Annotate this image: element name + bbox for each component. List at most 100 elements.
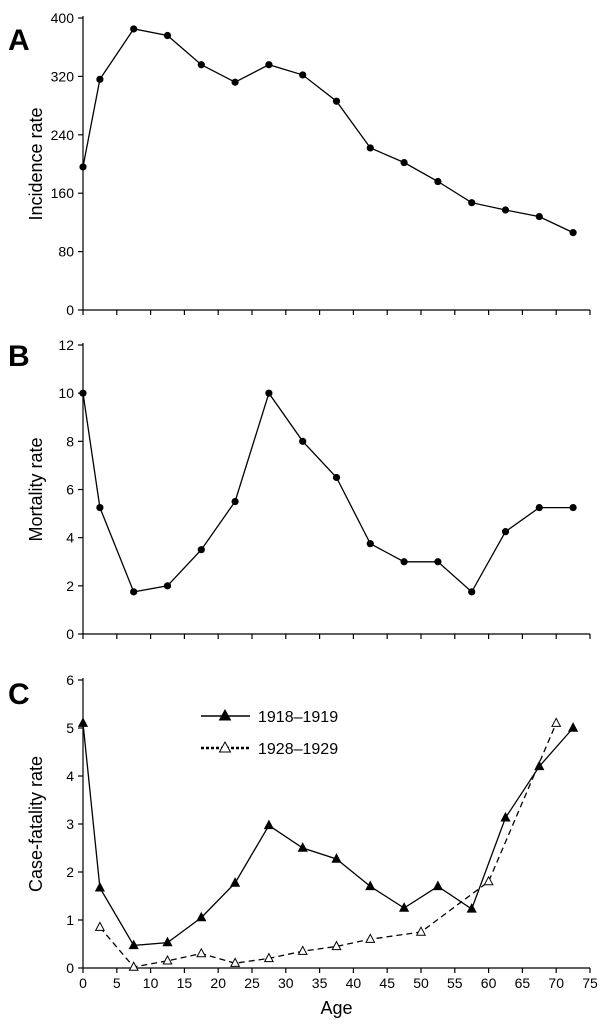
data-point <box>162 954 173 965</box>
data-point <box>332 473 341 482</box>
data-point <box>501 528 510 536</box>
data-point <box>366 144 374 152</box>
panel-b: B 0 2 4 6 8 10 12 Mortality rate <box>8 337 591 642</box>
y-axis-title: Case-fatality rate <box>26 756 46 892</box>
y-tick-label: 0 <box>66 626 74 642</box>
y-tick-label: 0 <box>66 960 74 976</box>
y-tick-label: 4 <box>66 768 74 784</box>
data-point <box>96 75 104 83</box>
data-point <box>331 853 342 863</box>
data-point <box>466 903 477 913</box>
data-point <box>331 940 342 951</box>
x-tick-label: 5 <box>113 975 121 991</box>
data-point <box>299 437 307 445</box>
legend-marker <box>218 708 232 721</box>
data-point <box>265 61 273 69</box>
panel-letter-c: C <box>8 678 30 711</box>
data-point <box>128 961 139 971</box>
data-point <box>468 199 476 207</box>
series-line-1 <box>82 28 574 234</box>
data-point <box>500 811 511 822</box>
y-tick-label: 12 <box>58 337 74 353</box>
y-tick-label: 2 <box>66 864 74 880</box>
data-point <box>297 842 308 852</box>
x-tick-label: 45 <box>379 975 395 991</box>
data-point <box>162 936 173 947</box>
data-point <box>569 503 577 512</box>
data-point <box>263 819 274 830</box>
data-point <box>297 945 308 955</box>
x-tick-label: 70 <box>548 975 564 991</box>
data-point <box>130 588 138 596</box>
y-tick-label: 80 <box>58 244 74 260</box>
y-tick-label: 8 <box>66 433 74 449</box>
data-point <box>434 177 442 186</box>
x-tick-label: 10 <box>143 975 159 991</box>
x-tick-label: 25 <box>244 975 260 991</box>
data-point <box>263 952 274 963</box>
data-point <box>163 582 172 590</box>
data-point <box>196 911 207 922</box>
y-tick-label: 1 <box>66 912 74 928</box>
data-point <box>399 902 410 912</box>
y-tick-label: 160 <box>51 185 75 201</box>
series-line-2 <box>99 722 557 968</box>
y-tick-label: 6 <box>66 672 74 688</box>
panel-letter-b: B <box>8 340 30 373</box>
data-point <box>535 503 543 512</box>
series-line-1 <box>82 391 574 593</box>
data-point <box>96 503 104 512</box>
panel-letter-a: A <box>8 24 30 57</box>
y-axis-title: Mortality rate <box>26 437 46 541</box>
x-tick-label: 15 <box>177 975 193 991</box>
data-point <box>434 558 442 566</box>
data-point <box>79 389 87 397</box>
data-point <box>230 877 241 887</box>
data-point <box>94 921 105 931</box>
y-tick-label: 10 <box>58 385 74 401</box>
x-tick-label: 65 <box>515 975 531 991</box>
data-point <box>365 933 376 943</box>
data-point <box>128 939 139 950</box>
data-point <box>365 880 376 891</box>
data-point <box>265 389 273 397</box>
data-point <box>551 717 562 727</box>
legend-marker <box>218 740 232 753</box>
y-tick-label: 5 <box>66 720 74 736</box>
y-tick-label: 3 <box>66 816 74 832</box>
x-tick-label: 40 <box>346 975 362 991</box>
y-tick-label: 0 <box>66 302 74 318</box>
y-tick-label: 240 <box>51 127 75 143</box>
data-point <box>231 78 239 86</box>
data-point <box>332 97 341 105</box>
data-point <box>77 717 89 727</box>
x-tick-label: 0 <box>79 975 87 991</box>
data-point <box>163 31 172 40</box>
data-point <box>79 163 87 171</box>
data-point <box>569 229 577 237</box>
legend: 1918–1919 1928–1929 <box>201 708 338 758</box>
data-point <box>483 875 494 886</box>
data-point <box>366 540 374 548</box>
data-point <box>231 497 239 506</box>
x-tick-label: 20 <box>210 975 226 991</box>
x-tick-label: 75 <box>582 975 598 991</box>
legend-label: 1918–1919 <box>258 709 338 726</box>
data-point <box>299 71 307 79</box>
y-tick-label: 320 <box>51 68 75 84</box>
data-point <box>197 546 205 554</box>
x-tick-label: 50 <box>413 975 429 991</box>
data-point <box>501 206 510 214</box>
y-tick-label: 400 <box>51 10 75 26</box>
data-point <box>196 947 207 958</box>
legend-label: 1928–1929 <box>258 741 338 758</box>
data-point <box>432 880 443 891</box>
data-point <box>197 61 205 69</box>
x-axis-title: Age <box>320 998 352 1018</box>
data-point <box>568 722 579 732</box>
data-point <box>468 588 476 596</box>
data-point <box>230 957 241 967</box>
y-tick-label: 4 <box>66 530 74 546</box>
